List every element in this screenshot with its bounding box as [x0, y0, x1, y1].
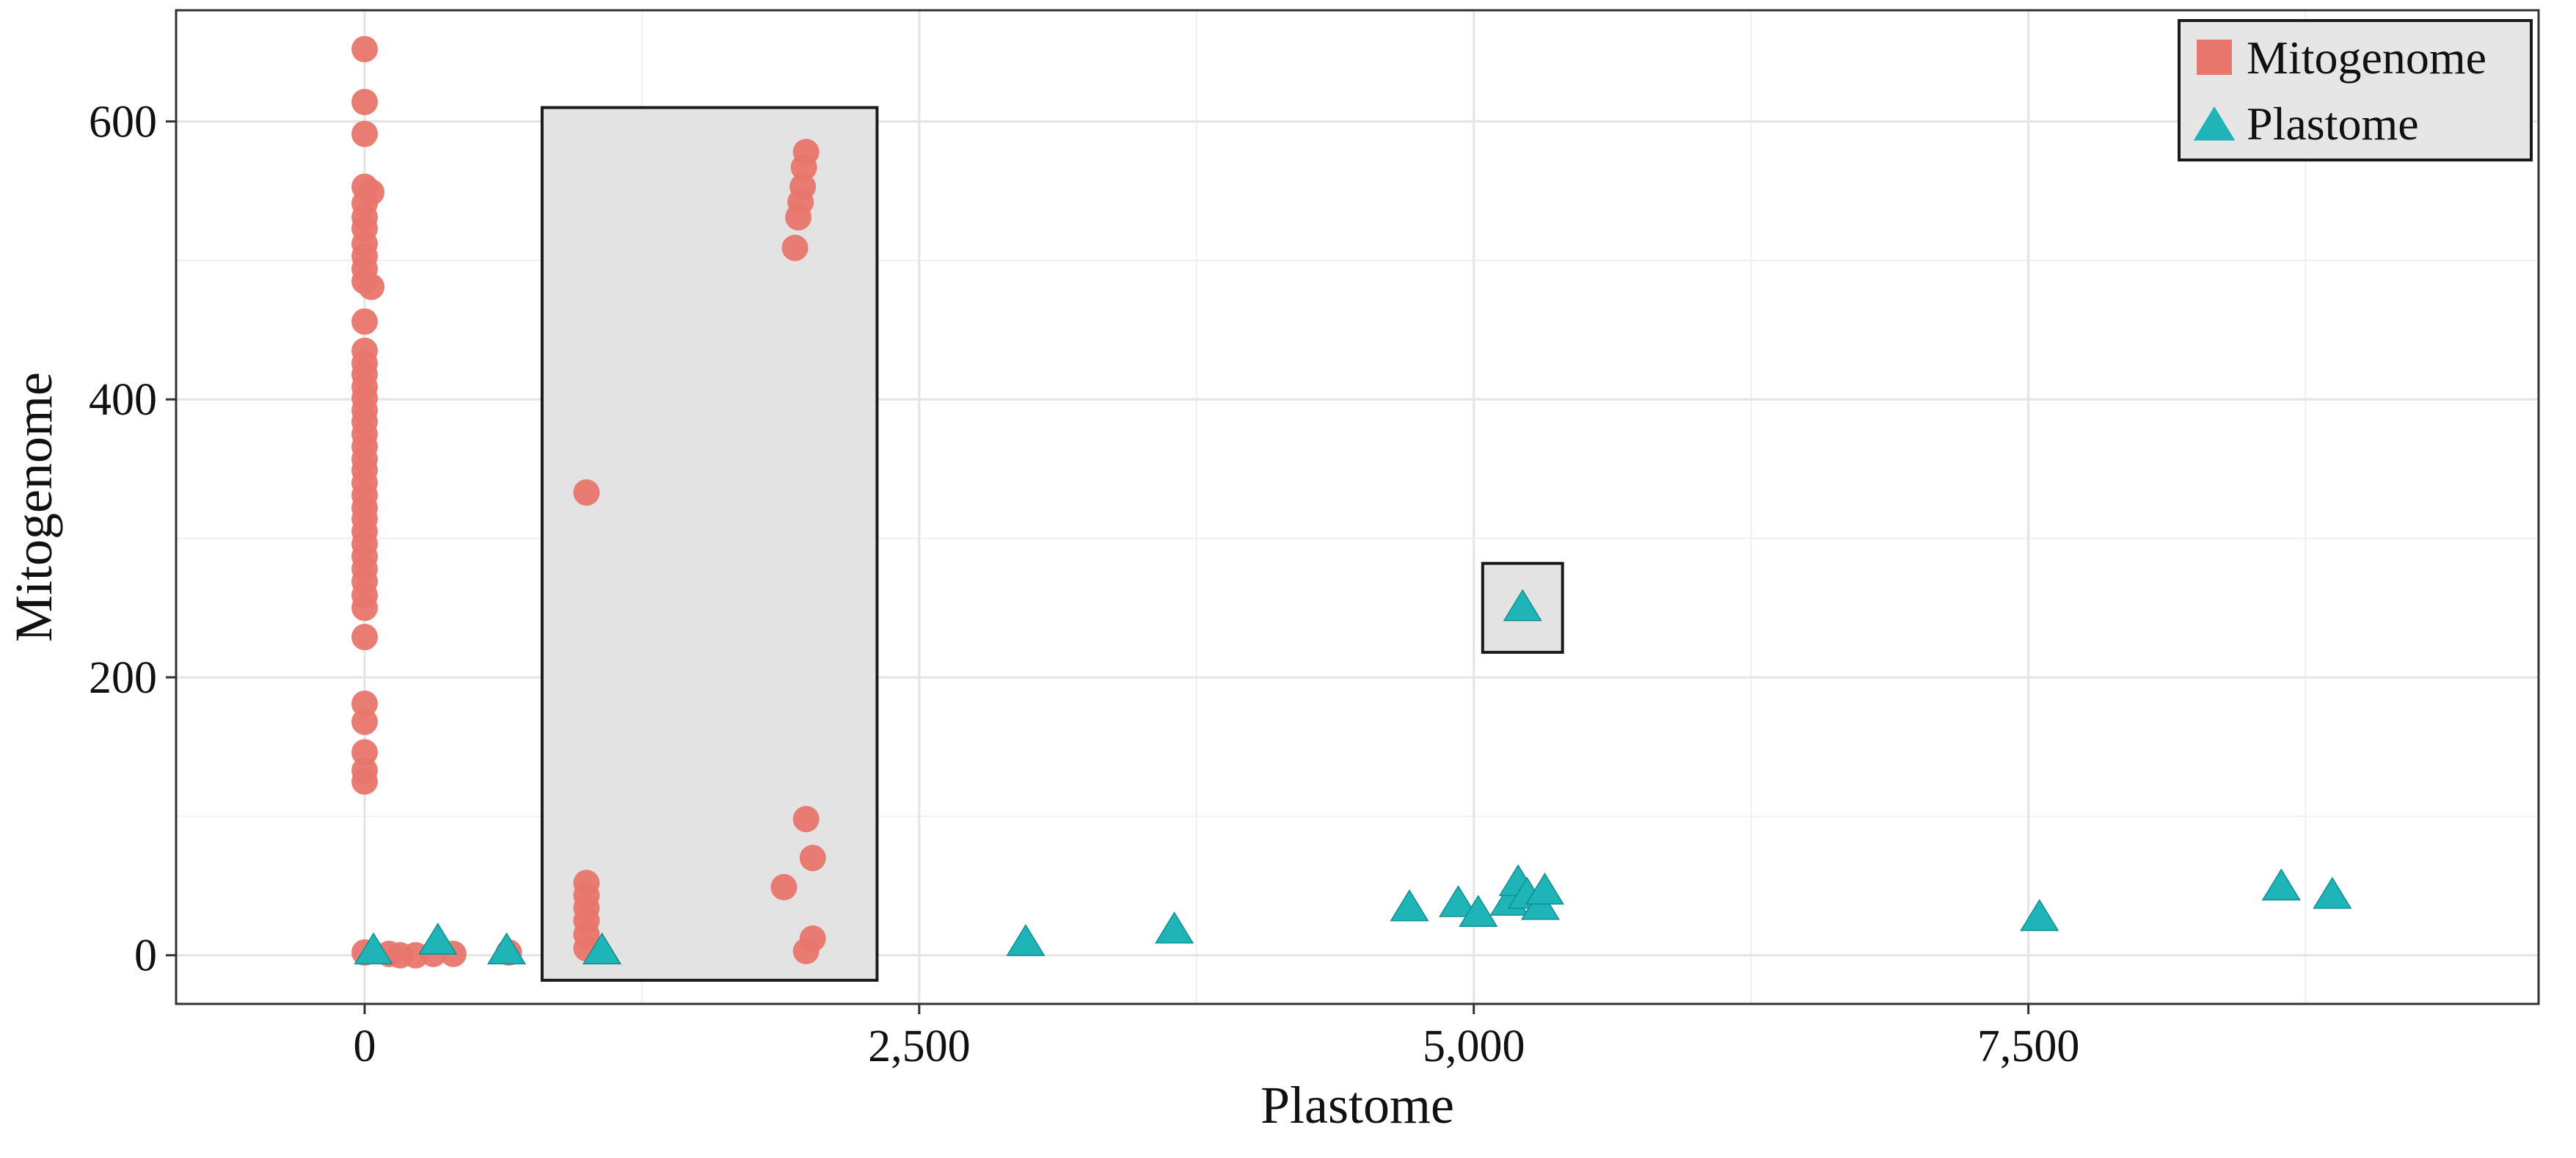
legend-label: Plastome [2247, 98, 2419, 150]
plastome-point [1155, 911, 1194, 944]
mitogenome-point [351, 624, 378, 651]
mitogenome-point [573, 479, 600, 506]
plastome-point [2313, 876, 2352, 909]
mitogenome-point [770, 873, 798, 900]
mitogenome-point [351, 739, 378, 766]
legend-key-mitogenome [2197, 40, 2232, 75]
highlight-boxes [540, 106, 1564, 982]
plastome-point [2261, 868, 2301, 900]
plastome-point [1525, 873, 1565, 905]
mitogenome-point [351, 594, 378, 622]
plastome-point [582, 932, 622, 965]
mitogenome-point [351, 308, 378, 335]
plastome-point [2020, 899, 2059, 931]
legend: Mitogenome Plastome [2178, 19, 2533, 161]
y-tick-label: 200 [89, 653, 157, 703]
legend-box [2178, 19, 2533, 161]
legend-label: Mitogenome [2247, 32, 2486, 84]
mitogenome-point [358, 273, 385, 300]
data-points [351, 36, 2352, 969]
plastome-point [1439, 885, 1478, 917]
plastome-point [1459, 895, 1498, 927]
plot-border [175, 9, 2540, 1005]
x-tick-label: 0 [353, 1022, 376, 1071]
highlight-box-1 [540, 106, 879, 982]
x-tick-label: 7,500 [1977, 1022, 2080, 1071]
plastome-point [486, 932, 527, 965]
mitogenome-point [351, 120, 378, 148]
mitogenome-point [351, 768, 378, 795]
y-tick-label: 0 [134, 931, 157, 981]
plastome-point [1390, 889, 1429, 922]
x-tick-label: 5,000 [1423, 1022, 1525, 1071]
plastome-point [1503, 589, 1542, 622]
mitogenome-point [792, 938, 820, 965]
y-tick-label: 600 [89, 97, 157, 147]
plastome-point [1006, 924, 1046, 956]
x-axis-title: Plastome [1260, 1076, 1454, 1135]
y-axis: 0 200 400 600 [89, 97, 176, 981]
mitogenome-point [351, 36, 378, 63]
y-axis-title: Mitogenome [4, 372, 63, 642]
mitogenome-point [351, 708, 378, 735]
mitogenome-point [351, 88, 378, 115]
mitogenome-point [799, 845, 826, 872]
mitogenome-point [351, 690, 378, 717]
legend-key-plastome [2193, 106, 2236, 141]
x-tick-label: 2,500 [868, 1022, 971, 1071]
plastome-point [418, 922, 458, 955]
mitogenome-point [785, 204, 812, 231]
mitogenome-point [790, 153, 817, 181]
x-axis: 0 2,500 5,000 7,500 [353, 1004, 2079, 1071]
mitogenome-point [792, 806, 820, 833]
plastome-point [354, 932, 393, 965]
y-tick-label: 400 [89, 375, 157, 425]
mitogenome-point [781, 234, 809, 261]
